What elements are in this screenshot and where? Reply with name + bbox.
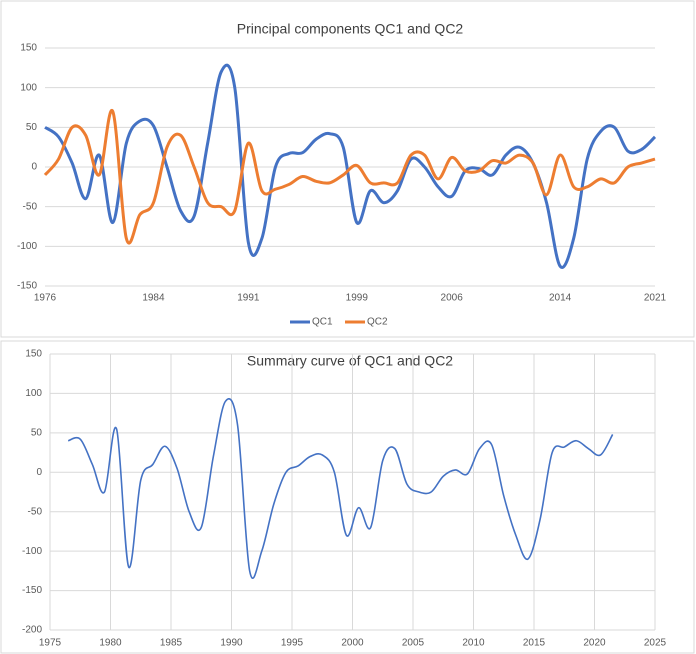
x-tick-label: 1995 bbox=[281, 638, 304, 649]
y-tick-label: -200 bbox=[22, 625, 42, 636]
y-tick-label: 50 bbox=[26, 122, 38, 133]
x-tick-label: 2005 bbox=[402, 638, 425, 649]
x-tick-label: 2000 bbox=[341, 638, 364, 649]
y-tick-label: 150 bbox=[20, 43, 37, 54]
x-tick-label: 2020 bbox=[583, 638, 606, 649]
x-tick-label: 2021 bbox=[644, 293, 667, 304]
chart-title: Principal components QC1 and QC2 bbox=[237, 21, 464, 37]
x-tick-label: 2014 bbox=[549, 293, 572, 304]
chart: Principal components QC1 and QC2 -150 -10… bbox=[0, 0, 695, 338]
y-tick-label: -50 bbox=[23, 201, 38, 212]
x-tick-label: 2010 bbox=[462, 638, 485, 649]
series-line bbox=[67, 398, 614, 580]
chart-title: Summary curve of QC1 and QC2 bbox=[247, 353, 453, 369]
y-tick-label: 0 bbox=[36, 467, 42, 478]
y-tick-label: -100 bbox=[17, 241, 37, 252]
x-tick-label: 1985 bbox=[160, 638, 183, 649]
x-tick-label: 1984 bbox=[142, 293, 165, 304]
x-tick-label: 1976 bbox=[34, 293, 57, 304]
y-tick-label: 100 bbox=[25, 388, 42, 399]
chart: Summary curve of QC1 and QC2 -200 -150 -10… bbox=[0, 340, 695, 654]
legend-label: QC2 bbox=[367, 317, 388, 328]
x-tick-label: 2006 bbox=[441, 293, 464, 304]
y-tick-label: -150 bbox=[17, 281, 37, 292]
x-tick-label: 2015 bbox=[523, 638, 546, 649]
y-tick-label: 0 bbox=[31, 162, 37, 173]
y-tick-label: -150 bbox=[22, 585, 42, 596]
legend-label: QC1 bbox=[312, 317, 333, 328]
y-tick-label: 150 bbox=[25, 349, 42, 360]
x-tick-label: 1975 bbox=[39, 638, 62, 649]
y-tick-label: -100 bbox=[22, 546, 42, 557]
x-tick-label: 1990 bbox=[220, 638, 243, 649]
x-tick-label: 1980 bbox=[99, 638, 122, 649]
chart-frame bbox=[0, 340, 695, 654]
x-tick-label: 1991 bbox=[237, 293, 260, 304]
y-tick-label: 50 bbox=[31, 427, 43, 438]
series-line bbox=[43, 109, 656, 245]
x-tick-label: 2025 bbox=[644, 638, 667, 649]
series-line bbox=[44, 63, 657, 269]
x-tick-label: 1999 bbox=[346, 293, 369, 304]
y-tick-label: 100 bbox=[20, 82, 37, 93]
y-tick-label: -50 bbox=[28, 506, 43, 517]
